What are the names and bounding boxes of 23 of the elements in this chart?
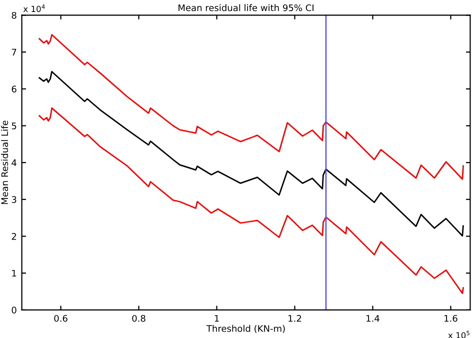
y-tick-label: 4 — [12, 159, 16, 166]
line-series — [38, 107, 464, 294]
x-tick-label: 1.4 — [366, 315, 380, 322]
y-tick-label: 1 — [12, 270, 16, 277]
y-tick-label: 5 — [12, 122, 16, 130]
y-tick-label: 0 — [12, 306, 16, 314]
y-tick-label: 3 — [12, 196, 16, 203]
x-tick-label: 0.6 — [54, 314, 68, 322]
x-tick-label: 1 — [214, 315, 219, 322]
x-tick-label: 1.6 — [444, 314, 458, 322]
chart-title: Mean residual life with 95% CI — [178, 4, 314, 12]
x-tick-label: 0.8 — [132, 314, 146, 322]
y-tick-label: 2 — [12, 232, 16, 240]
x-axis-title: Threshold (KN-m) — [206, 324, 285, 333]
text: x 10$^{5}$ — [448, 330, 470, 338]
line-series — [38, 34, 464, 180]
y-tick-label: 8 — [12, 12, 16, 19]
x-tick-label: 1.2 — [288, 314, 302, 322]
y-tick-label: 7 — [12, 48, 16, 56]
text: x 10$^{4}$ — [23, 4, 45, 12]
line-series — [38, 70, 464, 237]
y-tick-label: 6 — [12, 86, 16, 92]
y-axis-title: Mean Residual Life — [1, 120, 8, 204]
